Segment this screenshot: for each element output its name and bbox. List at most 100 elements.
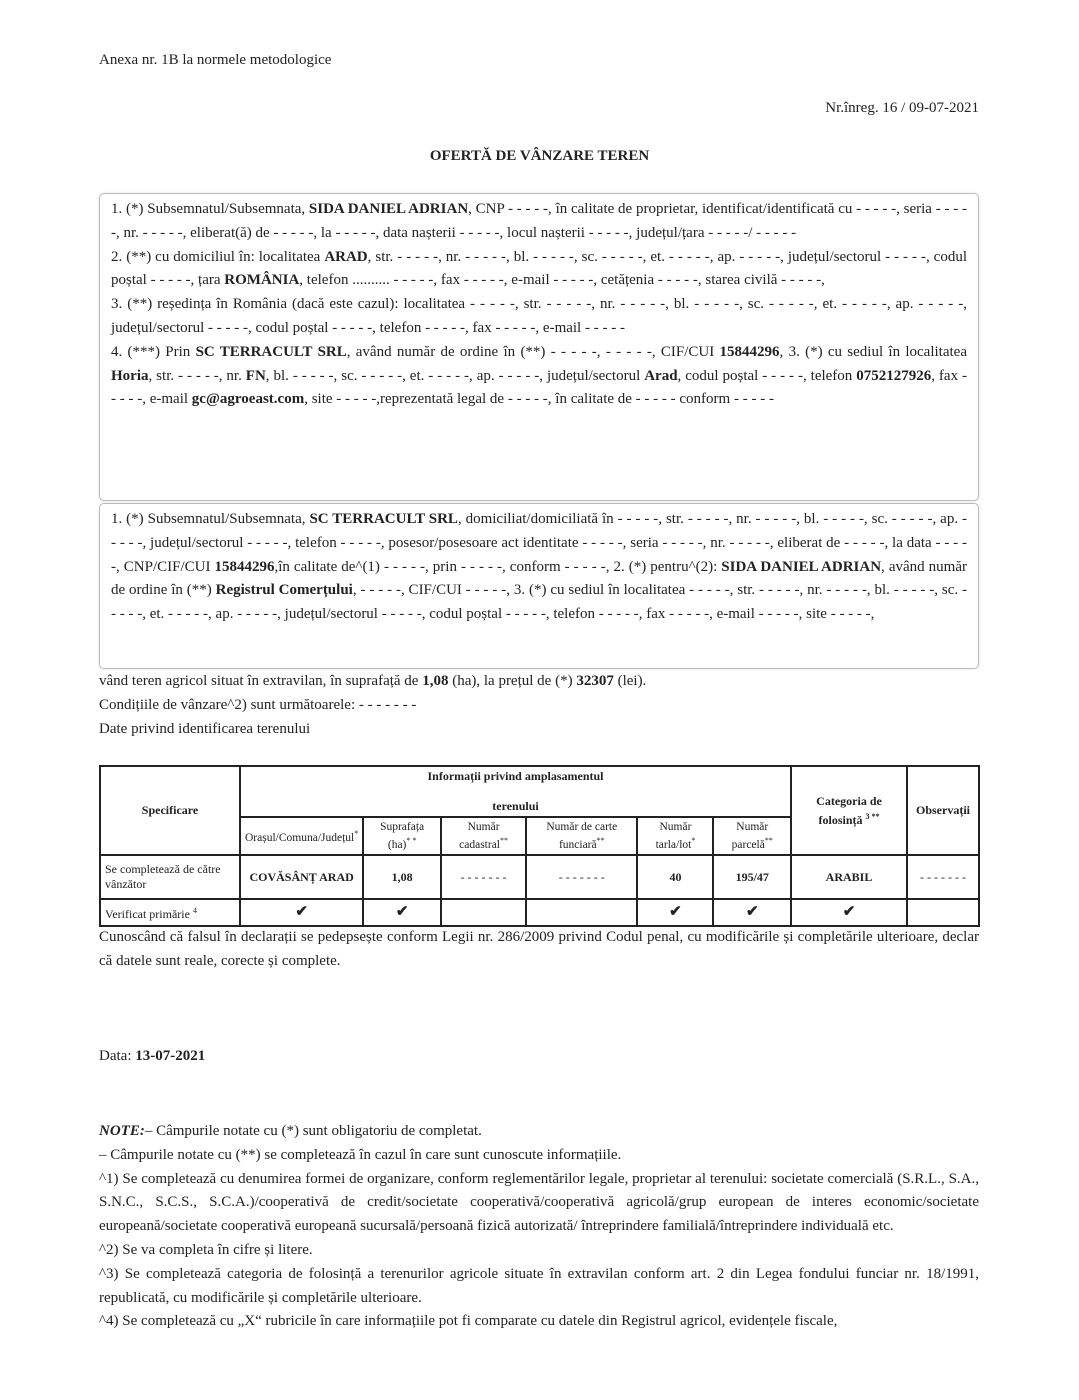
bold-value: SC TERRACULT SRL	[309, 511, 458, 527]
check-mark-icon: ✔	[745, 904, 759, 920]
paragraph: ^4) Se completează cu „X“ rubricile în c…	[99, 1310, 979, 1334]
table-cell: ARABIL	[790, 854, 908, 900]
footnote-mark: 3 **	[865, 811, 880, 821]
text-segment: vând teren agricol situat în extravilan,…	[99, 673, 423, 689]
annex-label: Anexa nr. 1B la normele metodologice	[99, 52, 332, 68]
check-mark-icon: ✔	[395, 904, 409, 920]
bold-value: ARAD	[324, 248, 368, 265]
bold-value: 15844296	[214, 558, 275, 575]
text-segment: , CNP - - - - -, în calitate de propriet…	[111, 201, 967, 241]
subheader-label: Număr de carte funciară	[546, 820, 618, 851]
header-text: terenului	[492, 799, 539, 813]
check-mark-icon: ✔	[842, 904, 856, 920]
bold-value: Arad	[644, 367, 678, 384]
bold-value: 0752127926	[856, 367, 932, 384]
offer-summary: vând teren agricol situat în extravilan,…	[99, 670, 979, 741]
registration-number: Nr.înreg. 16 / 09-07-2021	[825, 100, 979, 116]
bold-value: gc@agroeast.com	[191, 391, 305, 408]
footnote-mark: **	[500, 835, 508, 845]
text-segment: , str. - - - - -, nr. - - - - -, bl. - -…	[111, 248, 968, 289]
bold-value: Horia	[111, 367, 149, 384]
header-specificare: Specificare	[99, 765, 241, 856]
bold-value: 1,08	[422, 673, 449, 689]
check-cell: ✔	[712, 898, 792, 927]
text-segment: , - - - - -, CIF/CUI - - - - -, 3. (*) c…	[111, 582, 968, 623]
check-cell	[906, 898, 980, 927]
land-identification-table: Specificare Informații privind amplasame…	[99, 765, 980, 927]
bold-value: 15844296	[719, 343, 780, 360]
check-cell: ✔	[790, 898, 908, 927]
text-segment: 1. (*) Subsemnatul/Subsemnata,	[111, 511, 310, 527]
paragraph: 4. (***) Prin SC TERRACULT SRL, având nu…	[111, 341, 967, 412]
text-segment: , având număr de ordine în (**) - - - - …	[346, 343, 720, 360]
subheader-label: Suprafața (ha)	[380, 820, 425, 851]
check-mark-icon: ✔	[295, 904, 308, 920]
table-cell: 1,08	[362, 854, 442, 900]
paragraph: ^1) Se completează cu denumirea formei d…	[99, 1168, 979, 1239]
table-cell: COVĂSÂNȚ ARAD	[238, 854, 365, 900]
paragraph: Cunoscând că falsul în declarații se ped…	[99, 926, 979, 974]
text-segment: ^4) Se completează cu „X“ rubricile în c…	[99, 1313, 838, 1330]
paragraph: Date privind identificarea terenului	[99, 718, 979, 742]
row-label: Verificat primărie 4	[99, 898, 241, 927]
text-segment: , având număr de ordine în (**)	[111, 558, 967, 599]
check-cell: ✔	[636, 898, 715, 927]
text-segment: ^3) Se completează categoria de folosinț…	[99, 1265, 979, 1306]
signature-date: Data: 13-07-2021	[99, 1045, 979, 1069]
subheader-cell: Număr cadastral**	[439, 816, 528, 856]
footnote-mark: * *	[406, 835, 417, 845]
bold-value: NOTE:	[99, 1123, 145, 1139]
subheader-cell: Orașul/Comuna/Județul*	[238, 816, 365, 856]
text-segment: , 3. (*) cu sediul în localitatea	[779, 343, 967, 360]
row-label: Se completează de către vânzător	[99, 854, 241, 900]
text-segment: 2. (**) cu domiciliul în: localitatea	[111, 248, 325, 265]
document-title: OFERTĂ DE VÂNZARE TEREN	[429, 148, 650, 164]
subheader-cell: Număr de carte funciară**	[525, 816, 639, 856]
text-segment: 1. (*) Subsemnatul/Subsemnata,	[111, 201, 309, 217]
table-cell: 195/47	[712, 854, 792, 900]
text-segment: , str. - - - - -, nr.	[148, 367, 246, 384]
header-location-info: Informații privind amplasamentul terenulu…	[239, 765, 792, 818]
paragraph: 1. (*) Subsemnatul/Subsemnata, SC TERRAC…	[111, 508, 967, 627]
text-segment: – Câmpurile notate cu (**) se completeaz…	[99, 1146, 622, 1163]
subheader-cell: Suprafața (ha)* *	[362, 816, 442, 856]
subheader-cell: Număr parcelă**	[712, 816, 792, 856]
footnote-mark: **	[764, 835, 773, 845]
bold-value: FN	[245, 367, 266, 384]
table-cell: - - - - - - -	[906, 854, 980, 900]
footnote-mark: **	[596, 835, 605, 845]
bold-value: 32307	[576, 673, 614, 689]
text-segment: Condițiile de vânzare^2) sunt următoarel…	[99, 696, 417, 713]
text-segment: ^1) Se completează cu denumirea formei d…	[99, 1170, 979, 1235]
header-observations: Observații	[906, 765, 980, 856]
check-mark-icon: ✔	[669, 904, 682, 920]
text-segment: ^2) Se va completa în cifre și litere.	[99, 1241, 313, 1258]
check-cell: ✔	[362, 898, 442, 927]
table-cell: - - - - - - -	[525, 854, 639, 900]
footnote-mark: *	[691, 835, 696, 845]
paragraph: ^2) Se va completa în cifre și litere.	[99, 1239, 979, 1263]
text-segment: , fax - - - - -, e-mail	[111, 367, 968, 408]
bold-value: ROMÂNIA	[224, 272, 300, 289]
bold-value: SC TERRACULT SRL	[195, 343, 347, 360]
header-text: Categoria de folosință	[816, 793, 882, 827]
subheader-label: Număr parcelă	[731, 820, 769, 851]
text-segment: 3. (**) reședința în România (dacă este …	[111, 296, 967, 336]
table-cell: 40	[636, 854, 715, 900]
paragraph: Condițiile de vânzare^2) sunt următoarel…	[99, 694, 979, 718]
bold-value: SIDA DANIEL ADRIAN	[308, 201, 469, 217]
seller-details-box: 1. (*) Subsemnatul/Subsemnata, SIDA DANI…	[99, 193, 979, 501]
text-segment: , codul poștal - - - - -, telefon	[677, 367, 857, 384]
representative-details-box: 1. (*) Subsemnatul/Subsemnata, SC TERRAC…	[99, 503, 979, 669]
table-cell: - - - - - - -	[439, 854, 528, 900]
text-segment: (lei).	[613, 673, 647, 689]
subheader-label: Număr tarla/lot	[655, 820, 692, 851]
check-cell: ✔	[238, 898, 365, 927]
text-segment: – Câmpurile notate cu (*) sunt obligator…	[144, 1123, 482, 1139]
text-segment: , site - - - - -,reprezentată legal de -…	[304, 391, 774, 408]
header-category: Categoria de folosință 3 **	[790, 765, 908, 856]
row-label-text: Verificat primărie	[105, 907, 190, 921]
text-segment: (ha), la prețul de (*)	[448, 673, 577, 689]
subheader-cell: Număr tarla/lot*	[636, 816, 715, 856]
subheader-label: Orașul/Comuna/Județul	[245, 831, 355, 844]
